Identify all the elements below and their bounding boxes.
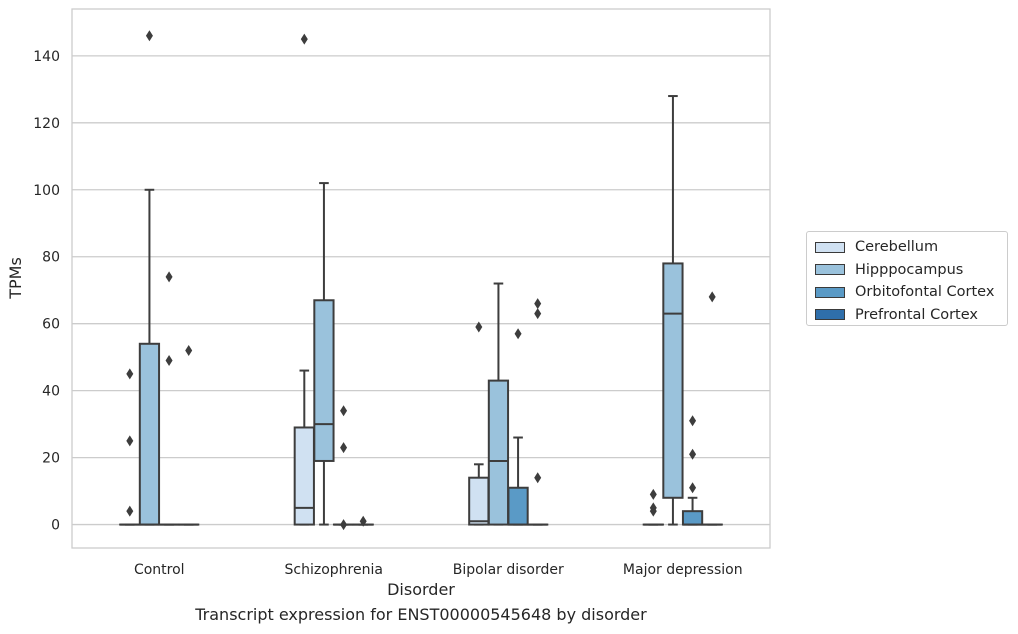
box-group xyxy=(681,415,704,526)
legend-label: Prefrontal Cortex xyxy=(855,306,978,323)
box xyxy=(293,426,315,526)
y-tick-label: 20 xyxy=(42,451,60,467)
plot-frame xyxy=(71,8,771,549)
legend: Cerebellum Hipppocampus Orbitofontal Corte… xyxy=(806,231,1008,326)
legend-swatch xyxy=(815,309,845,321)
box-group xyxy=(313,182,335,526)
y-tick-label: 100 xyxy=(33,183,60,199)
outlier-point xyxy=(340,519,348,531)
outlier-point xyxy=(145,30,153,42)
legend-swatch xyxy=(815,264,845,276)
outlier-point xyxy=(126,505,134,517)
box xyxy=(313,299,335,462)
outlier-point xyxy=(689,482,697,494)
box-group xyxy=(293,33,315,526)
legend-label: Hipppocampus xyxy=(855,261,964,278)
outlier-point xyxy=(534,472,542,484)
legend-label: Cerebellum xyxy=(855,239,939,256)
chart-caption: Transcript expression for ENST0000054564… xyxy=(195,605,647,624)
y-tick-label: 140 xyxy=(33,49,60,65)
x-tick-label: Bipolar disorder xyxy=(453,562,564,578)
outlier-point xyxy=(514,328,522,340)
outlier-point xyxy=(126,435,134,447)
outlier-point xyxy=(708,291,716,303)
gridlines xyxy=(72,55,770,526)
box-group xyxy=(662,95,684,526)
box-group xyxy=(468,321,490,526)
outlier-point xyxy=(165,271,173,283)
legend-item: Hipppocampus xyxy=(815,259,999,282)
box-group xyxy=(642,488,664,526)
legend-item: Cerebellum xyxy=(815,236,999,259)
outlier-point xyxy=(165,355,173,367)
box-group xyxy=(487,282,510,526)
outlier-point xyxy=(340,442,348,454)
legend-item: Orbitofontal Cortex xyxy=(815,281,999,304)
outlier-point xyxy=(649,502,657,514)
outlier-point xyxy=(300,33,308,45)
legend-swatch xyxy=(815,241,845,253)
y-tick-label: 60 xyxy=(42,317,60,333)
y-tick-label: 120 xyxy=(33,116,60,132)
outlier-point xyxy=(534,308,542,320)
box-group xyxy=(158,271,180,526)
box-group xyxy=(332,405,355,531)
y-axis-label: TPMs xyxy=(6,257,25,300)
box xyxy=(681,510,704,526)
legend-item: Prefrontal Cortex xyxy=(815,304,999,327)
box-group xyxy=(352,515,374,527)
outlier-point xyxy=(689,448,697,460)
outlier-point xyxy=(475,321,483,333)
x-tick-label: Major depression xyxy=(623,562,743,578)
y-tick-label: 40 xyxy=(42,384,60,400)
tick-labels: 0 20 40 60 80 100 120 140 Control Schizophrenia Bi… xyxy=(33,49,742,578)
box xyxy=(138,342,161,526)
box-group xyxy=(119,368,141,526)
box xyxy=(507,486,529,526)
legend-swatch xyxy=(815,286,845,298)
boxes xyxy=(119,30,723,531)
outlier-point xyxy=(340,405,348,417)
box-group xyxy=(178,344,200,526)
outlier-point xyxy=(185,344,193,356)
outlier-point xyxy=(126,368,134,380)
outlier-point xyxy=(359,515,367,527)
box xyxy=(468,476,490,526)
box-group xyxy=(138,30,161,526)
x-tick-label: Schizophrenia xyxy=(285,562,383,578)
box xyxy=(662,262,684,499)
box-group xyxy=(527,298,549,526)
outlier-point xyxy=(649,488,657,500)
x-axis-label: Disorder xyxy=(387,580,455,599)
y-tick-label: 80 xyxy=(42,250,60,266)
box-group xyxy=(507,328,529,526)
y-tick-label: 0 xyxy=(51,518,60,534)
outlier-point xyxy=(534,298,542,310)
x-tick-label: Control xyxy=(134,562,185,578)
outlier-point xyxy=(689,415,697,427)
box-group xyxy=(701,291,723,526)
legend-label: Orbitofontal Cortex xyxy=(855,284,995,301)
box xyxy=(487,379,510,526)
